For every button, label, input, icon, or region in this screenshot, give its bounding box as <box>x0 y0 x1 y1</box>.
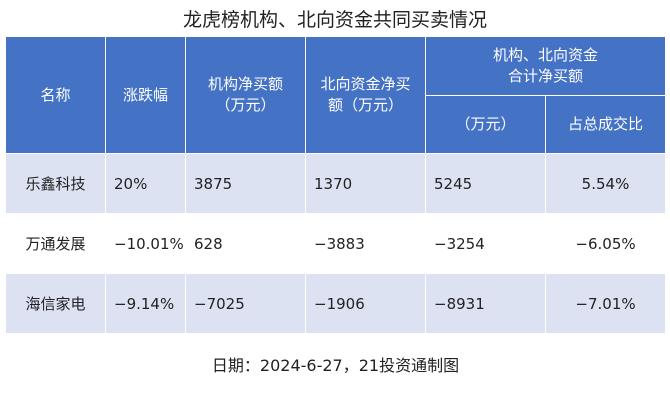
title: 龙虎榜机构、北向资金共同买卖情况 <box>182 9 487 31</box>
table-row: 万通发展 −10.01% 628 −3883 −3254 −6.05% <box>5 213 667 274</box>
table-cell: 20% <box>105 153 186 214</box>
column-header: 机构净买额（万元） <box>185 36 306 154</box>
table-cell: 1370 <box>305 153 426 214</box>
column-header: 名称 <box>5 36 106 154</box>
sub-header: 占总成交比 <box>544 95 667 154</box>
merged-header: 机构、北向资金 合计净买额 <box>424 36 667 96</box>
table-cell: −8931 <box>425 273 546 334</box>
table-cell: −3254 <box>425 213 546 274</box>
table-row: 乐鑫科技 20% 3875 1370 5245 5.54% <box>5 153 667 214</box>
table-cell: 628 <box>185 213 306 274</box>
table: 名称 涨跌幅 机构净买额（万元） 北向资金净买额（万元） 机构、北向资金 合计净… <box>4 36 667 395</box>
table-cell: 海信家电 <box>5 273 106 334</box>
table-cell: −3883 <box>305 213 426 274</box>
header-line: 合计净买额 <box>508 67 584 85</box>
footer-note: 日期：2024-6-27，21投资通制图 <box>4 333 667 395</box>
column-header: 北向资金净买额（万元） <box>305 36 426 154</box>
table-cell: −10.01% <box>105 213 186 274</box>
header-line: 机构、北向资金 <box>493 46 599 64</box>
table-row: 海信家电 −9.14% −7025 −1906 −8931 −7.01% <box>5 273 667 334</box>
table-cell: 5245 <box>425 153 546 214</box>
table-cell: 万通发展 <box>5 213 106 274</box>
table-cell: −7.01% <box>544 273 667 334</box>
table-cell: 乐鑫科技 <box>5 153 106 214</box>
column-header: 涨跌幅 <box>105 36 186 154</box>
table-cell: −9.14% <box>105 273 186 334</box>
table-cell: −1906 <box>305 273 426 334</box>
table-body: 乐鑫科技 20% 3875 1370 5245 5.54% 万通发展 −10.01% 628 −3… <box>5 153 667 334</box>
sub-header: （万元） <box>425 95 546 154</box>
table-cell: −7025 <box>185 273 306 334</box>
table-cell: 5.54% <box>544 153 667 214</box>
table-cell: −6.05% <box>544 213 667 274</box>
table-cell: 3875 <box>185 153 306 214</box>
